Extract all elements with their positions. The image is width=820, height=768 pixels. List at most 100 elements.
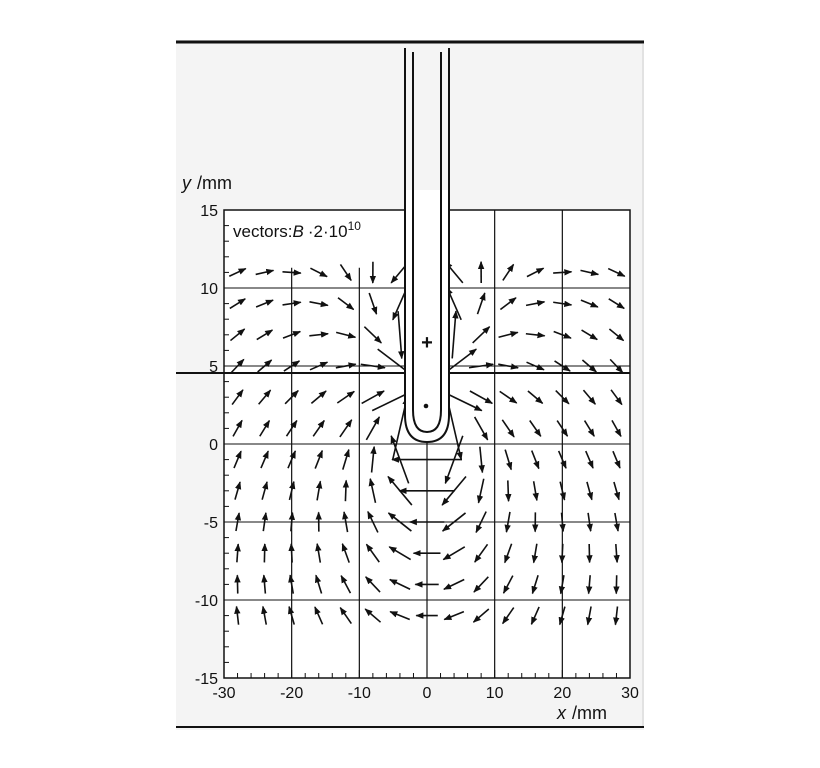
field-vector — [261, 512, 269, 532]
field-vector — [341, 542, 350, 563]
field-vector — [582, 389, 596, 405]
figure: -30 -20 -10 0 10 20 30 15 10 5 0 -5 -10 -15 + vectors… — [176, 40, 644, 730]
field-vector — [370, 445, 377, 473]
field-vector — [364, 608, 382, 623]
y-tick-label: 10 — [200, 281, 218, 298]
field-vector — [442, 546, 466, 561]
field-vector — [612, 450, 621, 469]
field-vector — [468, 362, 495, 369]
field-vector — [443, 578, 465, 590]
y-tick-label: -15 — [195, 671, 218, 688]
field-vector — [314, 449, 324, 469]
x-tick-label: 0 — [423, 685, 432, 702]
field-vector — [397, 311, 405, 360]
field-vector — [232, 419, 243, 437]
field-vector — [608, 298, 625, 310]
field-vector — [555, 390, 570, 405]
field-vector — [559, 543, 566, 564]
field-vector — [498, 363, 519, 370]
field-vector — [389, 578, 411, 590]
field-vector — [259, 419, 271, 437]
field-vector — [613, 543, 620, 564]
x-tick-label: -30 — [212, 685, 235, 702]
probe-inner-contour — [412, 52, 442, 434]
field-vector — [387, 512, 412, 532]
field-vector — [586, 481, 594, 501]
field-vector — [580, 269, 600, 276]
field-vector — [472, 608, 490, 623]
field-vector — [257, 359, 273, 373]
field-vector — [282, 300, 302, 307]
field-vector — [527, 390, 544, 404]
field-vector — [365, 576, 381, 593]
field-vector — [261, 574, 268, 594]
field-vector — [474, 543, 489, 563]
field-vector — [553, 269, 573, 276]
field-vector — [260, 450, 269, 469]
tick-labels: -30 -20 -10 0 10 20 30 15 10 5 0 -5 -10 -15 — [195, 203, 639, 702]
field-vector — [504, 543, 513, 564]
field-vector — [360, 363, 386, 370]
field-vector — [363, 326, 382, 344]
field-vector — [526, 361, 545, 371]
vector-field-plot: -30 -20 -10 0 10 20 30 15 10 5 0 -5 -10 -15 + vectors… — [176, 40, 644, 728]
field-vector — [532, 481, 539, 502]
field-vector — [469, 390, 494, 405]
field-vector — [609, 358, 624, 374]
field-vector — [228, 267, 247, 277]
y-tick-label: -10 — [195, 593, 218, 610]
field-vector — [525, 331, 546, 339]
legend: vectors:B ·2·1010 — [233, 219, 361, 241]
field-vector — [365, 416, 381, 441]
probe-electrode: + — [404, 48, 450, 444]
field-vector — [586, 512, 593, 532]
field-vector — [498, 331, 519, 339]
field-vector — [229, 298, 246, 310]
field-vector — [255, 268, 275, 276]
field-vector — [444, 435, 464, 485]
field-vector — [585, 606, 593, 626]
x-tick-label: -10 — [348, 685, 371, 702]
field-vector — [581, 359, 597, 373]
field-vector — [530, 450, 540, 470]
field-vector — [472, 326, 491, 344]
field-vector — [475, 511, 487, 534]
field-vector — [337, 297, 355, 311]
probe-outer-contour — [404, 48, 450, 444]
y-tick-label: 0 — [209, 437, 218, 454]
field-vector — [505, 480, 512, 502]
field-vector — [553, 300, 573, 308]
field-vector — [526, 267, 545, 278]
field-vector — [473, 576, 489, 593]
field-vector — [285, 419, 298, 437]
field-vector — [558, 606, 566, 626]
x-tick-label: -20 — [280, 685, 303, 702]
field-vector — [288, 543, 295, 563]
field-vector — [501, 607, 515, 625]
field-vector — [441, 512, 467, 532]
field-vector — [258, 389, 272, 405]
field-vector — [443, 610, 465, 621]
field-vector — [234, 481, 242, 500]
field-vector — [504, 511, 511, 533]
field-vector — [342, 479, 350, 502]
field-vector — [310, 267, 328, 278]
field-vector — [502, 575, 514, 594]
field-vector — [309, 361, 329, 371]
field-vector — [531, 575, 539, 595]
field-vector — [580, 299, 599, 308]
field-vector — [229, 328, 246, 342]
field-vector — [613, 606, 620, 626]
field-vector — [288, 511, 296, 532]
field-vector — [586, 575, 593, 595]
field-vector — [335, 362, 357, 369]
field-vector — [361, 390, 385, 405]
field-vector — [476, 292, 486, 315]
field-vector — [287, 450, 297, 469]
field-vector — [613, 481, 621, 501]
field-vector — [288, 605, 296, 625]
field-vector — [553, 330, 572, 339]
field-vector — [234, 543, 241, 563]
field-vector — [234, 605, 241, 625]
field-vector — [388, 546, 412, 561]
